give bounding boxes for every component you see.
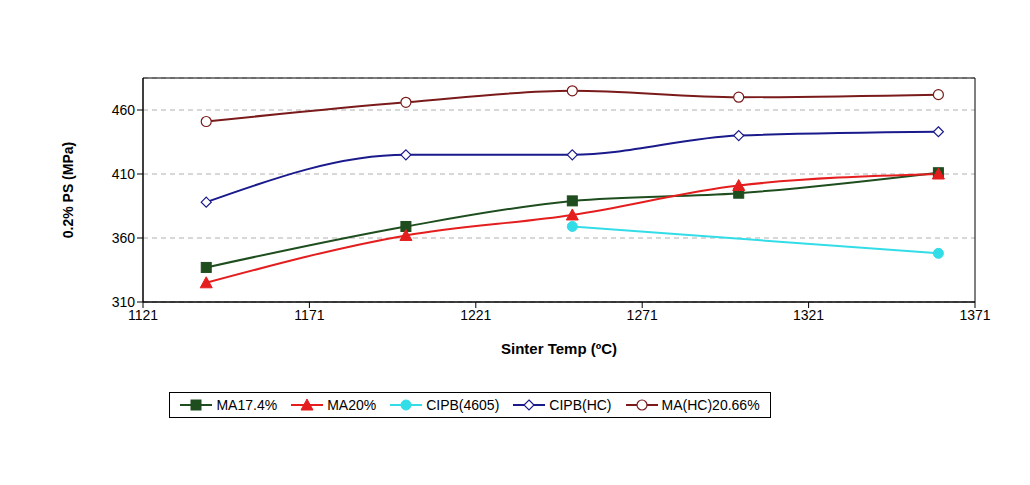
svg-text:1371: 1371	[959, 307, 990, 323]
svg-text:1271: 1271	[627, 307, 658, 323]
svg-text:1121: 1121	[127, 306, 159, 323]
svg-text:1171: 1171	[294, 307, 324, 323]
html-text:MA20%: MA20%	[327, 397, 377, 413]
svg-text:1221: 1221	[460, 307, 491, 323]
html-text:CIPB(HC): CIPB(HC)	[549, 397, 612, 413]
svg-text:360: 360	[112, 230, 136, 246]
svg-text:410: 410	[112, 166, 136, 182]
svg-text:460: 460	[112, 102, 136, 118]
svg-text:310: 310	[112, 294, 136, 310]
html-text:MA(HC)20.66%: MA(HC)20.66%	[661, 397, 760, 413]
svg-text:0.2% PS (MPa): 0.2% PS (MPa)	[60, 142, 76, 238]
svg-text:1321: 1321	[793, 307, 824, 323]
html-text:MA17.4%: MA17.4%	[216, 397, 278, 413]
html-text:CIPB(4605): CIPB(4605)	[426, 397, 500, 413]
svg-text:Sinter Temp (ºC): Sinter Temp (ºC)	[501, 340, 617, 357]
